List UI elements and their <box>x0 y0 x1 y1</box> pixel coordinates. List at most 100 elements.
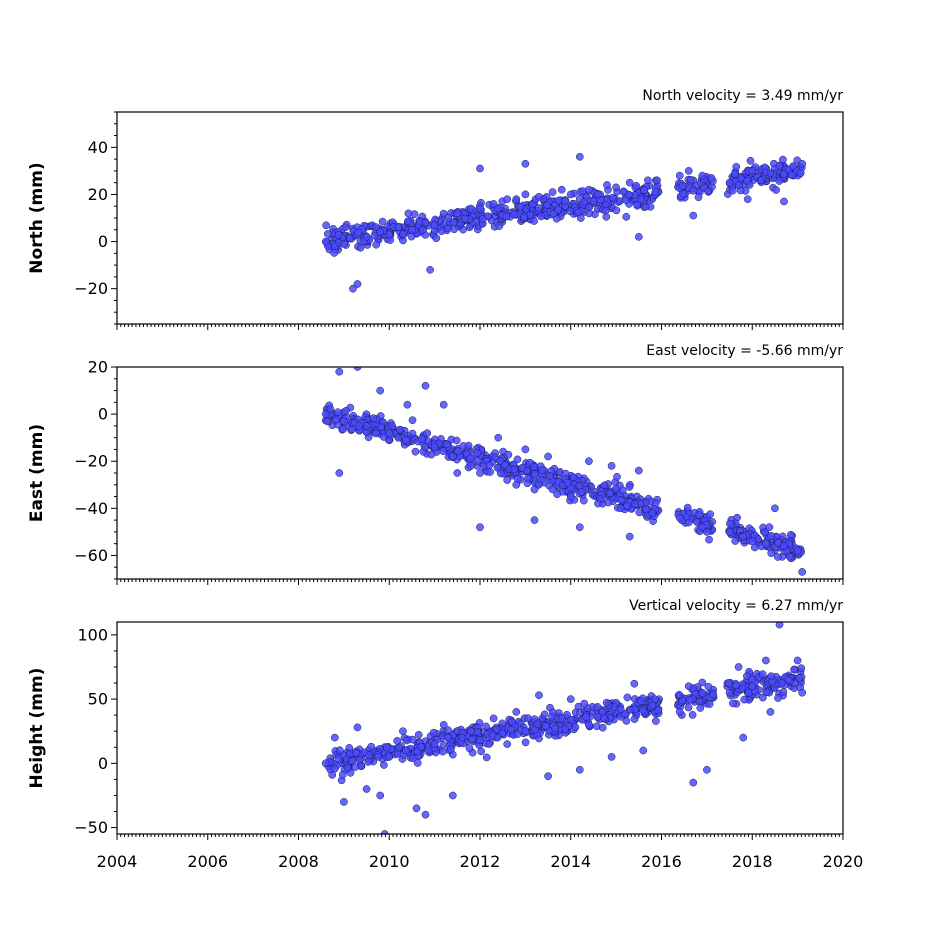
xtick-label: 2010 <box>369 852 410 871</box>
east-point <box>342 407 350 415</box>
north-point <box>408 225 416 234</box>
east-point <box>618 486 627 495</box>
north-point <box>634 232 643 241</box>
east-point <box>604 498 613 507</box>
north-point <box>453 209 462 218</box>
east-point <box>513 455 522 464</box>
height-point <box>467 727 475 736</box>
height-point <box>540 710 549 719</box>
height-point <box>413 759 422 767</box>
height-point <box>521 727 530 736</box>
height-point <box>402 746 410 755</box>
north-point <box>535 204 543 212</box>
north-point <box>353 280 362 288</box>
height-point <box>758 670 767 679</box>
east-point <box>503 476 512 484</box>
height-point <box>498 719 507 728</box>
height-point <box>767 672 776 681</box>
east-point <box>420 443 429 451</box>
height-point <box>774 694 782 702</box>
height-point <box>567 715 576 724</box>
height-point <box>623 693 632 702</box>
north-point <box>378 217 387 226</box>
north-point <box>346 234 354 242</box>
height-point <box>639 746 648 755</box>
east-point <box>648 509 657 517</box>
east-point <box>340 417 348 426</box>
east-point <box>545 471 554 480</box>
height-point <box>541 722 550 731</box>
height-point <box>457 733 466 742</box>
east-point <box>706 510 715 519</box>
east-point <box>496 469 505 478</box>
height-point <box>503 740 512 748</box>
height-point <box>652 717 660 725</box>
height-point <box>724 679 733 687</box>
east-point <box>684 518 693 527</box>
north-point <box>612 183 620 192</box>
north-point <box>622 212 631 221</box>
height-point <box>698 688 707 697</box>
north-point <box>430 221 439 229</box>
north-point <box>796 169 805 177</box>
east-point <box>335 367 344 376</box>
height-point <box>321 759 330 768</box>
north-point <box>775 177 784 185</box>
east-point <box>396 425 404 434</box>
height-point <box>598 723 607 732</box>
height-point <box>489 714 498 723</box>
east-point <box>548 485 557 494</box>
height-point <box>762 656 770 665</box>
north-point <box>376 228 385 236</box>
east-point <box>569 473 578 482</box>
height-point <box>748 682 757 691</box>
height-point <box>408 735 417 744</box>
height-point <box>394 743 403 752</box>
xtick-label: 2014 <box>550 852 591 871</box>
east-point <box>739 532 748 541</box>
height-point <box>766 708 775 716</box>
height-point <box>639 706 647 715</box>
height-point <box>580 699 589 708</box>
north-point <box>356 243 365 252</box>
north-point <box>608 193 617 202</box>
north-point <box>349 284 357 293</box>
north-point <box>322 221 330 230</box>
east-point <box>439 400 448 409</box>
east-point <box>321 410 330 418</box>
east-point <box>335 469 344 477</box>
north-point <box>483 212 492 221</box>
east-point <box>625 532 634 541</box>
east-point <box>617 496 625 504</box>
east-point <box>698 523 707 532</box>
east-point <box>476 469 484 477</box>
height-point <box>725 688 734 697</box>
height-point <box>353 723 362 732</box>
north-point <box>330 242 339 251</box>
height-point <box>762 688 771 697</box>
east-point <box>635 508 644 517</box>
east-point <box>411 447 420 456</box>
height-axis-label: Height (mm) <box>27 668 47 789</box>
height-point <box>630 679 639 688</box>
height-point <box>364 758 373 766</box>
north-point <box>798 159 807 168</box>
height-point <box>747 675 756 684</box>
height-point <box>374 752 382 761</box>
east-point <box>467 462 475 470</box>
north-point <box>543 201 551 209</box>
height-point <box>485 740 493 748</box>
east-point <box>385 429 394 437</box>
north-point <box>426 265 434 274</box>
north-point <box>548 188 557 196</box>
east-point <box>616 504 625 513</box>
north-ytick-label: 20 <box>88 185 108 204</box>
height-point <box>468 735 476 744</box>
east-point <box>512 480 521 489</box>
height-point <box>734 663 743 671</box>
height-point <box>385 753 394 761</box>
north-point <box>766 169 775 178</box>
north-point <box>575 152 584 161</box>
east-point <box>372 429 380 438</box>
north-point <box>653 176 661 185</box>
